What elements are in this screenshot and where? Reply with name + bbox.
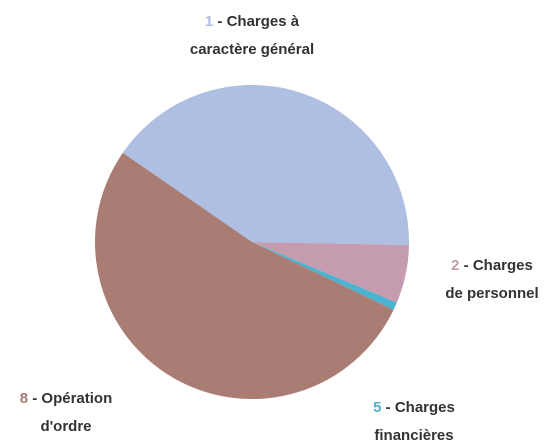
slice-name: - Charges à [217, 13, 299, 30]
slice-code: 2 [451, 257, 459, 274]
pie-slice [95, 152, 394, 399]
slice-name: caractère général [190, 41, 314, 58]
slice-name: de personnel [445, 285, 538, 302]
slice-name: d'ordre [40, 418, 91, 435]
slice-label: 8 - Opération [20, 390, 113, 407]
slice-label: d'ordre [40, 418, 91, 435]
slice-label: 5 - Charges [373, 399, 455, 416]
slice-name: - Charges [386, 399, 455, 416]
slice-label: caractère général [190, 41, 314, 58]
slice-label: 1 - Charges à [205, 13, 300, 30]
slice-code: 5 [373, 399, 381, 416]
pie-slice [252, 242, 409, 303]
pie-slice [122, 85, 410, 246]
slice-label: 2 - Charges [451, 257, 533, 274]
slice-label: de personnel [445, 285, 538, 302]
slice-code: 1 [205, 13, 213, 30]
slice-code: 8 [20, 390, 28, 407]
slice-label: financières [374, 427, 453, 444]
pie-slice [252, 242, 397, 310]
slice-name: - Charges [464, 257, 533, 274]
slice-name: - Opération [32, 390, 112, 407]
slice-name: financières [374, 427, 453, 444]
